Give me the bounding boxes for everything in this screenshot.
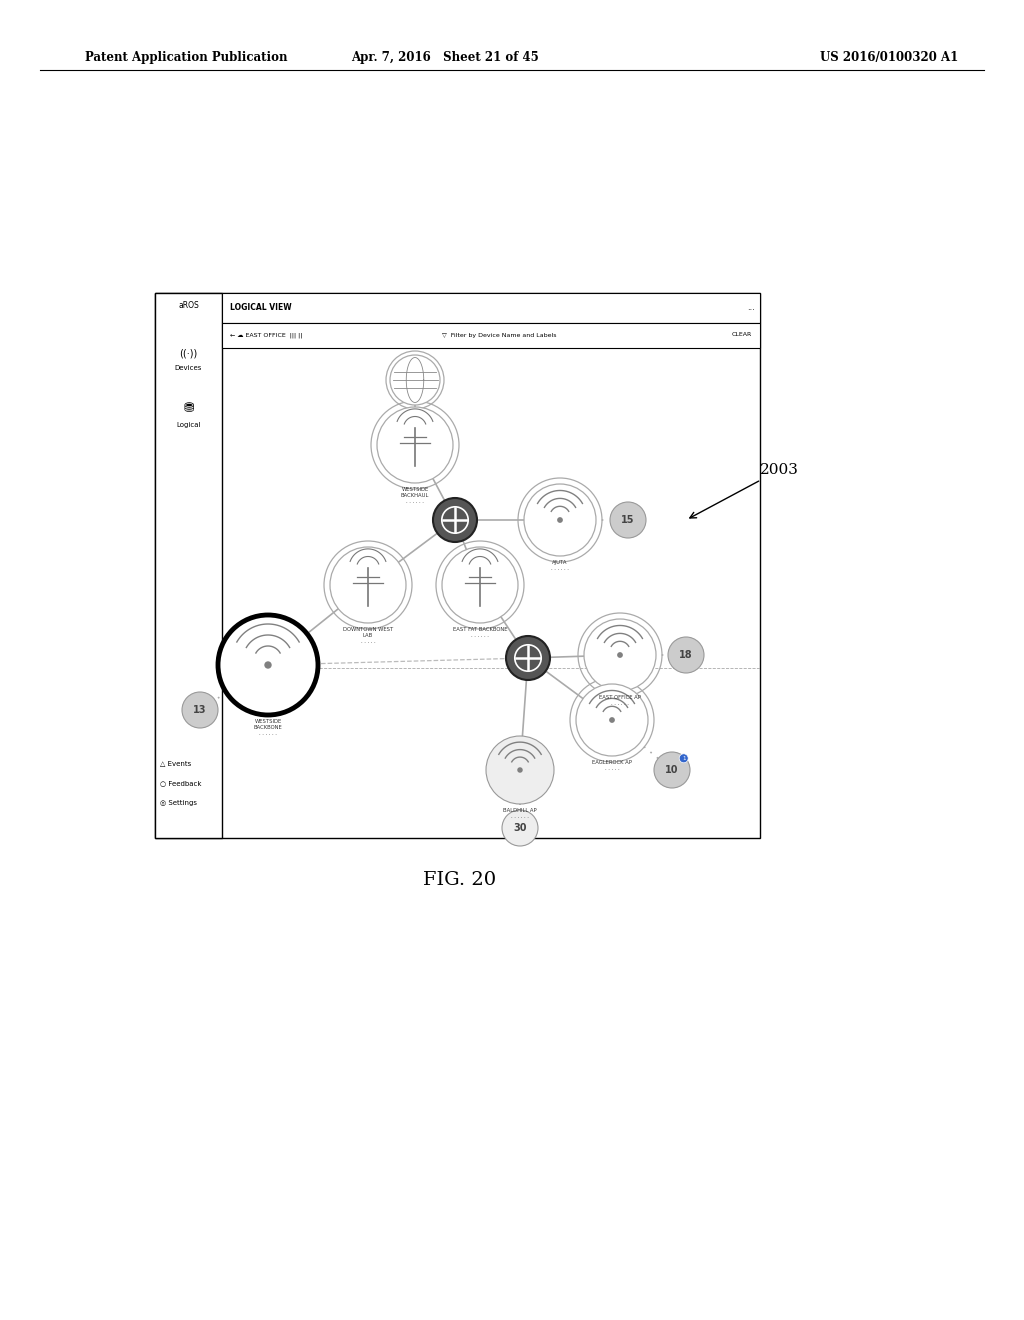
- Text: ○ Feedback: ○ Feedback: [160, 780, 202, 785]
- Text: AJUTA
. . . . . .: AJUTA . . . . . .: [551, 560, 569, 572]
- Circle shape: [610, 502, 646, 539]
- Text: EAST FAT BACKBONE
. . . . . .: EAST FAT BACKBONE . . . . . .: [453, 627, 507, 638]
- Circle shape: [330, 546, 406, 623]
- Text: 13: 13: [194, 705, 207, 715]
- Bar: [155, 293, 760, 838]
- Text: Apr. 7, 2016   Sheet 21 of 45: Apr. 7, 2016 Sheet 21 of 45: [351, 51, 539, 65]
- Text: ((·)): ((·)): [179, 348, 198, 358]
- Circle shape: [442, 546, 518, 623]
- Text: ◎ Settings: ◎ Settings: [160, 800, 197, 807]
- Circle shape: [584, 619, 656, 690]
- Circle shape: [518, 768, 522, 772]
- Circle shape: [558, 517, 562, 523]
- Text: EAGLEROCK AP
. . . . .: EAGLEROCK AP . . . . .: [592, 760, 632, 771]
- Text: ▽  Filter by Device Name and Labels: ▽ Filter by Device Name and Labels: [442, 333, 556, 338]
- Circle shape: [610, 718, 614, 722]
- Circle shape: [617, 653, 623, 657]
- Text: ⛃: ⛃: [183, 401, 194, 414]
- Text: 10: 10: [666, 766, 679, 775]
- Text: Devices: Devices: [175, 366, 202, 371]
- Text: 1: 1: [682, 756, 685, 760]
- Circle shape: [502, 810, 538, 846]
- Circle shape: [390, 355, 440, 405]
- Text: Logical: Logical: [176, 422, 201, 428]
- Text: FIG. 20: FIG. 20: [424, 871, 497, 888]
- Text: △ Events: △ Events: [160, 760, 191, 766]
- Circle shape: [182, 692, 218, 729]
- Text: WESTSIDE
BACKHAUL
. . . . . .: WESTSIDE BACKHAUL . . . . . .: [400, 487, 429, 504]
- Circle shape: [506, 636, 550, 680]
- Bar: [222, 323, 760, 348]
- Text: US 2016/0100320 A1: US 2016/0100320 A1: [820, 51, 958, 65]
- Bar: [222, 293, 760, 323]
- Text: WESTSIDE
BACKBONE
. . . . . .: WESTSIDE BACKBONE . . . . . .: [254, 719, 283, 737]
- Text: aROS: aROS: [178, 301, 199, 310]
- Circle shape: [486, 737, 554, 804]
- Circle shape: [524, 484, 596, 556]
- Circle shape: [218, 615, 318, 715]
- Text: Patent Application Publication: Patent Application Publication: [85, 51, 288, 65]
- Text: 18: 18: [679, 649, 693, 660]
- Text: 15: 15: [622, 515, 635, 525]
- Text: DOWNTOWN WEST
LAB
. . . . .: DOWNTOWN WEST LAB . . . . .: [343, 627, 393, 644]
- Text: LOGICAL VIEW: LOGICAL VIEW: [230, 304, 292, 313]
- Bar: [155, 293, 222, 838]
- Text: 2003: 2003: [690, 463, 799, 517]
- Circle shape: [265, 663, 271, 668]
- Text: 30: 30: [513, 822, 526, 833]
- Circle shape: [433, 498, 477, 543]
- Text: CLEAR: CLEAR: [732, 333, 752, 338]
- Text: ← ☁ EAST OFFICE  ||| ||: ← ☁ EAST OFFICE ||| ||: [230, 333, 302, 338]
- Circle shape: [668, 638, 705, 673]
- Text: ...: ...: [748, 304, 755, 313]
- Text: EAST OFFICE AP
. . . . . .: EAST OFFICE AP . . . . . .: [599, 696, 641, 706]
- Circle shape: [679, 754, 688, 763]
- Text: BALDHILL AP
. . . . . .: BALDHILL AP . . . . . .: [503, 808, 537, 820]
- Circle shape: [654, 752, 690, 788]
- Circle shape: [377, 407, 453, 483]
- Circle shape: [575, 684, 648, 756]
